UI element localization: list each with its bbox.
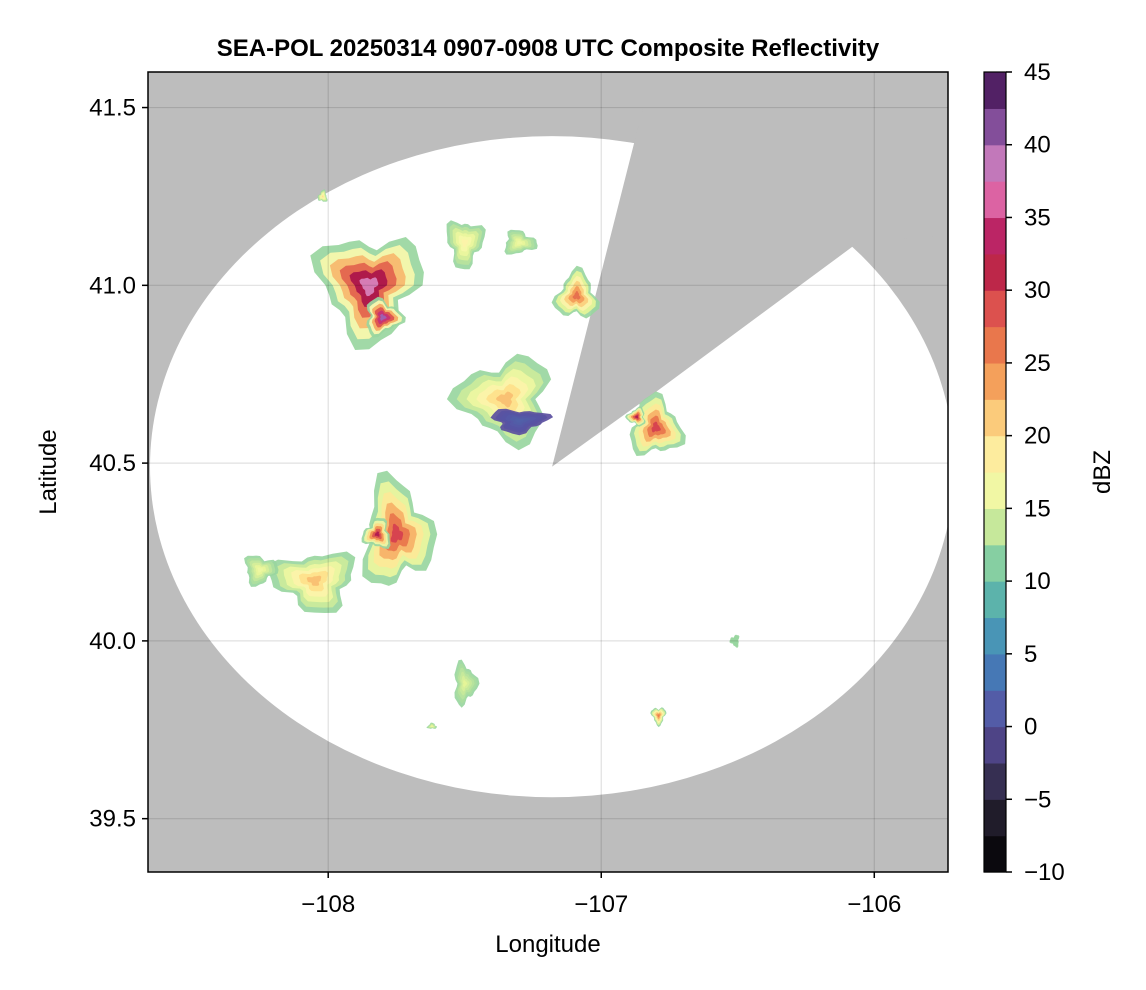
y-tick-label: 41.0 xyxy=(89,272,136,299)
colorbar-segment xyxy=(984,799,1006,837)
colorbar-segment xyxy=(984,181,1006,219)
colorbar-segment xyxy=(984,508,1006,546)
echo-central-weak-echo xyxy=(490,408,554,436)
colorbar-tick-label: 20 xyxy=(1024,423,1051,450)
colorbar-segment xyxy=(984,581,1006,619)
echo-north-central-cell xyxy=(551,265,600,319)
echo-level xyxy=(734,639,736,642)
colorbar-tick-label: 10 xyxy=(1024,568,1051,595)
echo-level xyxy=(374,531,380,537)
colorbar-segment xyxy=(984,362,1006,400)
colorbar-segment xyxy=(984,72,1006,109)
echo-east-cell-core xyxy=(625,406,646,427)
x-tick-label: −106 xyxy=(847,891,901,918)
blocked-sector xyxy=(552,72,948,467)
colorbar-tick-label: 45 xyxy=(1024,59,1051,86)
colorbar-tick-label: 35 xyxy=(1024,204,1051,231)
colorbar-segment xyxy=(984,326,1006,364)
x-axis-ticks: −108 −107 −106 xyxy=(301,872,901,918)
echo-level xyxy=(572,290,581,300)
grid-lines xyxy=(148,72,948,872)
colorbar-tick-label: 5 xyxy=(1024,641,1037,668)
colorbar-segment xyxy=(984,762,1006,800)
echo-southwest-tail xyxy=(244,555,279,587)
plot-area xyxy=(148,72,948,872)
colorbar-segment xyxy=(984,472,1006,509)
colorbar-segment xyxy=(984,617,1006,655)
echo-east-cell xyxy=(629,391,686,456)
colorbar-tick-label: 0 xyxy=(1024,714,1037,741)
echo-level xyxy=(380,313,387,321)
reflectivity-echoes xyxy=(244,189,740,729)
colorbar-segment xyxy=(984,835,1006,873)
echo-level xyxy=(657,714,660,718)
echo-level xyxy=(321,195,324,198)
colorbar-label: dBZ xyxy=(1089,450,1116,494)
colorbar-tick-label: −10 xyxy=(1024,859,1065,886)
echo-level xyxy=(495,391,514,408)
echo-northeast-scatter xyxy=(446,220,486,270)
y-axis-label: Latitude xyxy=(35,429,62,514)
echo-level xyxy=(461,238,469,248)
colorbar-segment xyxy=(984,144,1006,182)
echo-isolated-echo xyxy=(317,189,328,202)
colorbar-tick-label: 15 xyxy=(1024,495,1051,522)
y-axis-ticks: 39.5 40.0 40.5 41.0 41.5 xyxy=(89,95,148,833)
colorbar-segment xyxy=(984,217,1006,255)
echo-north-scatter xyxy=(504,229,538,255)
colorbar-frame xyxy=(983,71,1007,873)
x-tick-label: −107 xyxy=(574,891,628,918)
colorbar-segment xyxy=(984,435,1006,473)
colorbar-segment xyxy=(984,399,1006,437)
echo-level xyxy=(390,523,404,543)
echo-level xyxy=(257,567,263,573)
colorbar-segment xyxy=(984,726,1006,764)
echo-southeast-weak-echo xyxy=(729,634,740,648)
echo-south-echo-2 xyxy=(426,722,437,729)
colorbar-tick-label: 40 xyxy=(1024,132,1051,159)
colorbar-segment xyxy=(984,544,1006,582)
colorbar-tick-label: 25 xyxy=(1024,350,1051,377)
colorbar-segment xyxy=(984,653,1006,691)
y-tick-label: 39.5 xyxy=(89,806,136,833)
colorbar-segment xyxy=(984,290,1006,328)
plot-title: SEA-POL 20250314 0907-0908 UTC Composite… xyxy=(217,35,880,62)
x-tick-label: −108 xyxy=(301,891,355,918)
echo-south-scattered-echo xyxy=(454,659,480,708)
colorbar-tick-label: 30 xyxy=(1024,277,1051,304)
echo-level xyxy=(359,277,379,297)
colorbar-tick-label: −5 xyxy=(1024,786,1051,813)
echo-southwest-band-core xyxy=(361,517,391,549)
colorbar-ticks: −10 −5 0 5 10 15 20 25 30 35 40 45 xyxy=(1006,59,1065,886)
echo-level xyxy=(306,575,322,586)
echo-south-small-cell xyxy=(650,707,667,728)
colorbar-segment xyxy=(984,253,1006,291)
echo-level xyxy=(651,421,661,433)
y-tick-label: 40.5 xyxy=(89,450,136,477)
plot-frame xyxy=(147,71,949,873)
echo-level xyxy=(516,240,523,245)
echo-level xyxy=(463,679,468,688)
echo-northwest-cell-core xyxy=(366,296,406,338)
echo-level xyxy=(634,415,639,419)
colorbar xyxy=(983,71,1007,873)
echo-level xyxy=(431,725,433,727)
colorbar-segment xyxy=(984,690,1006,728)
colorbar-segment xyxy=(984,108,1006,146)
y-tick-label: 41.5 xyxy=(89,95,136,122)
x-axis-label: Longitude xyxy=(495,931,600,958)
y-tick-label: 40.0 xyxy=(89,628,136,655)
echo-far-southwest-cell xyxy=(267,551,356,613)
echo-level xyxy=(514,418,525,423)
